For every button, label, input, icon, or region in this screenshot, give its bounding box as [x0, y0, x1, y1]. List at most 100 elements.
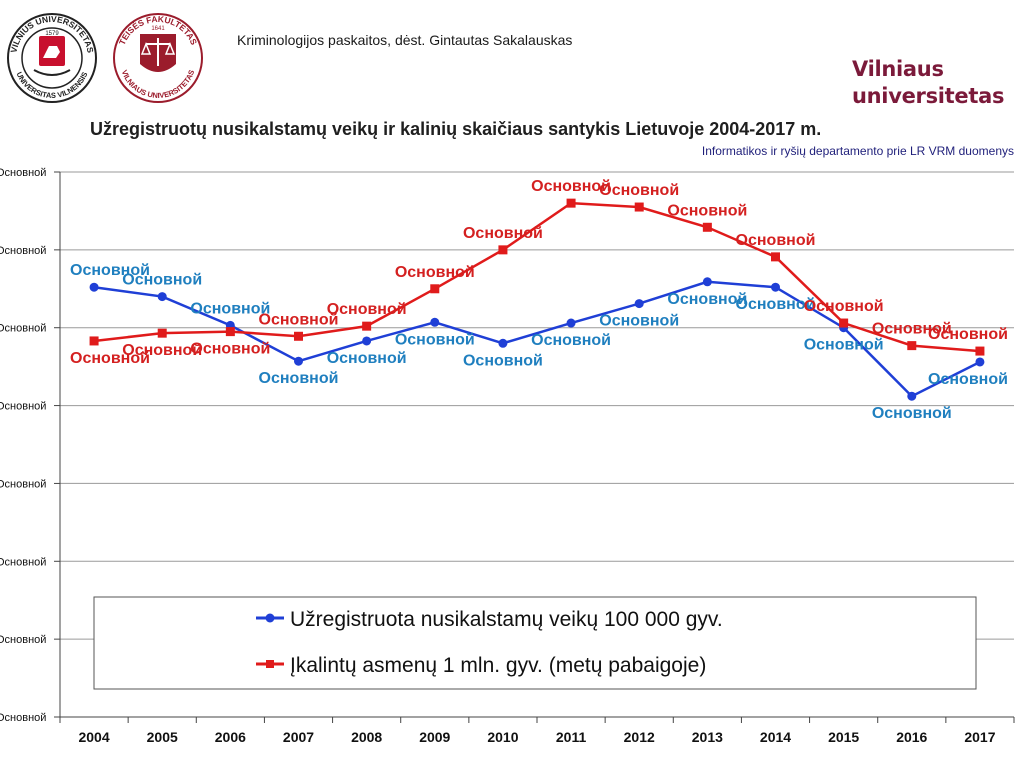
- data-label-series-1: Основной: [531, 332, 611, 349]
- data-label-series-1: Основной: [804, 337, 884, 354]
- data-label-series-2: Основной: [872, 321, 952, 338]
- data-label-series-2: Основной: [122, 342, 202, 359]
- data-label-series-1: Основной: [70, 262, 150, 279]
- x-tick-label: 2017: [964, 729, 995, 745]
- x-tick-label: 2005: [147, 729, 178, 745]
- series-2-point: [839, 318, 849, 328]
- line-chart: 2004 2005 2006 2007 2008 2009 2010 2011 2012 2013…: [0, 167, 1015, 745]
- data-label-series-2: Основной: [190, 341, 270, 358]
- series-1-point: [975, 357, 985, 367]
- series-2-point: [89, 336, 99, 346]
- data-label-series-2: Основной: [928, 326, 1008, 343]
- series-2-point: [157, 328, 167, 338]
- data-label-series-1: Основной: [463, 352, 543, 369]
- data-label-series-2: Основной: [531, 178, 611, 195]
- y-tick-label: Основной: [0, 634, 46, 646]
- legend-label-series-1: Užregistruota nusikalstamų veikų 100 000…: [290, 608, 723, 631]
- series-2-point: [702, 222, 712, 232]
- series-1-point: [634, 299, 644, 309]
- x-tick-label: 2011: [556, 729, 587, 745]
- data-label-series-1: Основной: [667, 291, 747, 308]
- x-axis-tick-labels: 2004 2005 2006 2007 2008 2009 2010 2011 2012 2013…: [78, 729, 995, 745]
- brand-line-1: Vilniaus: [852, 57, 944, 81]
- x-tick-label: 2014: [760, 729, 791, 745]
- svg-text:1579: 1579: [45, 31, 59, 37]
- data-label-series-2: Основной: [599, 182, 679, 199]
- series-1-point: [907, 391, 917, 401]
- y-tick-label: Основной: [0, 401, 46, 413]
- chart-title: Užregistruotų nusikalstamų veikų ir kali…: [90, 119, 822, 139]
- data-label-series-2: Основной: [463, 225, 543, 242]
- series-line-2: [93, 201, 981, 353]
- series-2-point: [362, 321, 372, 331]
- y-tick-label: Основной: [0, 245, 46, 257]
- law-faculty-seal-logo: TEISĖS FAKULTETAS VILNIAUS UNIVERSITETAS…: [113, 13, 203, 103]
- series-1-point: [362, 336, 372, 346]
- x-tick-label: 2009: [419, 729, 450, 745]
- y-tick-label: Основной: [0, 478, 46, 490]
- data-labels: ОсновнойОсновнойОсновнойОсновнойОсновной…: [70, 178, 1008, 422]
- data-label-series-1: Основной: [599, 313, 679, 330]
- vilnius-university-seal-logo: VILNIUS UNIVERSITETAS UNIVERSITAS VILNEN…: [7, 13, 97, 103]
- series-1-point: [430, 317, 440, 327]
- data-label-series-1: Основной: [122, 272, 202, 289]
- data-label-series-1: Основной: [327, 350, 407, 367]
- series-1-point: [157, 292, 167, 302]
- x-tick-label: 2016: [896, 729, 927, 745]
- data-label-series-2: Основной: [70, 350, 150, 367]
- y-tick-label: Основной: [0, 556, 46, 568]
- series-2-point: [498, 245, 508, 255]
- series-2-point: [294, 331, 303, 341]
- series-1-point: [771, 282, 780, 292]
- series-2-point: [430, 284, 440, 294]
- svg-text:1641: 1641: [151, 26, 165, 32]
- series-1-point: [294, 356, 303, 366]
- chart-subtitle-source: Informatikos ir ryšių departamento prie …: [701, 144, 1014, 158]
- data-label-series-1: Основной: [928, 371, 1008, 388]
- data-label-series-1: Основной: [259, 370, 339, 387]
- x-tick-label: 2007: [283, 729, 314, 745]
- y-axis-tick-labels: Основной Основной Основной Основной Основной…: [0, 167, 46, 724]
- data-label-series-2: Основной: [259, 311, 339, 328]
- data-label-series-2: Основной: [395, 264, 475, 281]
- data-label-series-2: Основной: [327, 301, 407, 318]
- series-points: [89, 198, 985, 401]
- series-2-point: [907, 341, 917, 351]
- legend-marker-series-1: [265, 613, 275, 623]
- x-tick-label: 2004: [78, 729, 109, 745]
- series-lines: [93, 201, 981, 398]
- y-tick-label: Основной: [0, 712, 46, 724]
- series-1-point: [702, 277, 712, 287]
- series-1-point: [498, 338, 508, 348]
- x-tick-label: 2006: [215, 729, 246, 745]
- data-label-series-1: Основной: [872, 405, 952, 422]
- x-tick-label: 2008: [351, 729, 382, 745]
- data-label-series-2: Основной: [804, 298, 884, 315]
- x-tick-label: 2013: [692, 729, 723, 745]
- data-label-series-1: Основной: [395, 331, 475, 348]
- data-label-series-1: Основной: [190, 300, 270, 317]
- y-tick-label: Основной: [0, 323, 46, 335]
- x-tick-label: 2010: [487, 729, 518, 745]
- chart-axes: [54, 171, 1015, 723]
- university-brand: Vilniaus universitetas: [852, 56, 1004, 110]
- legend-marker-series-2: [266, 660, 274, 668]
- series-2-point: [225, 327, 235, 337]
- x-tick-label: 2015: [828, 729, 859, 745]
- series-2-point: [634, 202, 644, 212]
- series-2-point: [771, 252, 780, 262]
- series-1-point: [89, 282, 99, 292]
- y-tick-label: Основной: [0, 167, 46, 179]
- series-2-point: [975, 346, 985, 356]
- data-label-series-2: Основной: [667, 202, 747, 219]
- series-2-point: [566, 198, 576, 208]
- brand-line-2: universitetas: [852, 84, 1005, 108]
- data-label-series-1: Основной: [736, 296, 816, 313]
- data-label-series-2: Основной: [736, 232, 816, 249]
- course-header: Kriminologijos paskaitos, dėst. Gintauta…: [237, 32, 573, 48]
- chart-legend: Užregistruota nusikalstamų veikų 100 000…: [93, 596, 977, 690]
- x-tick-label: 2012: [624, 729, 655, 745]
- legend-label-series-2: Įkalintų asmenų 1 mln. gyv. (metų pabaig…: [290, 654, 706, 677]
- series-1-point: [566, 318, 576, 328]
- legend-box: [93, 596, 977, 690]
